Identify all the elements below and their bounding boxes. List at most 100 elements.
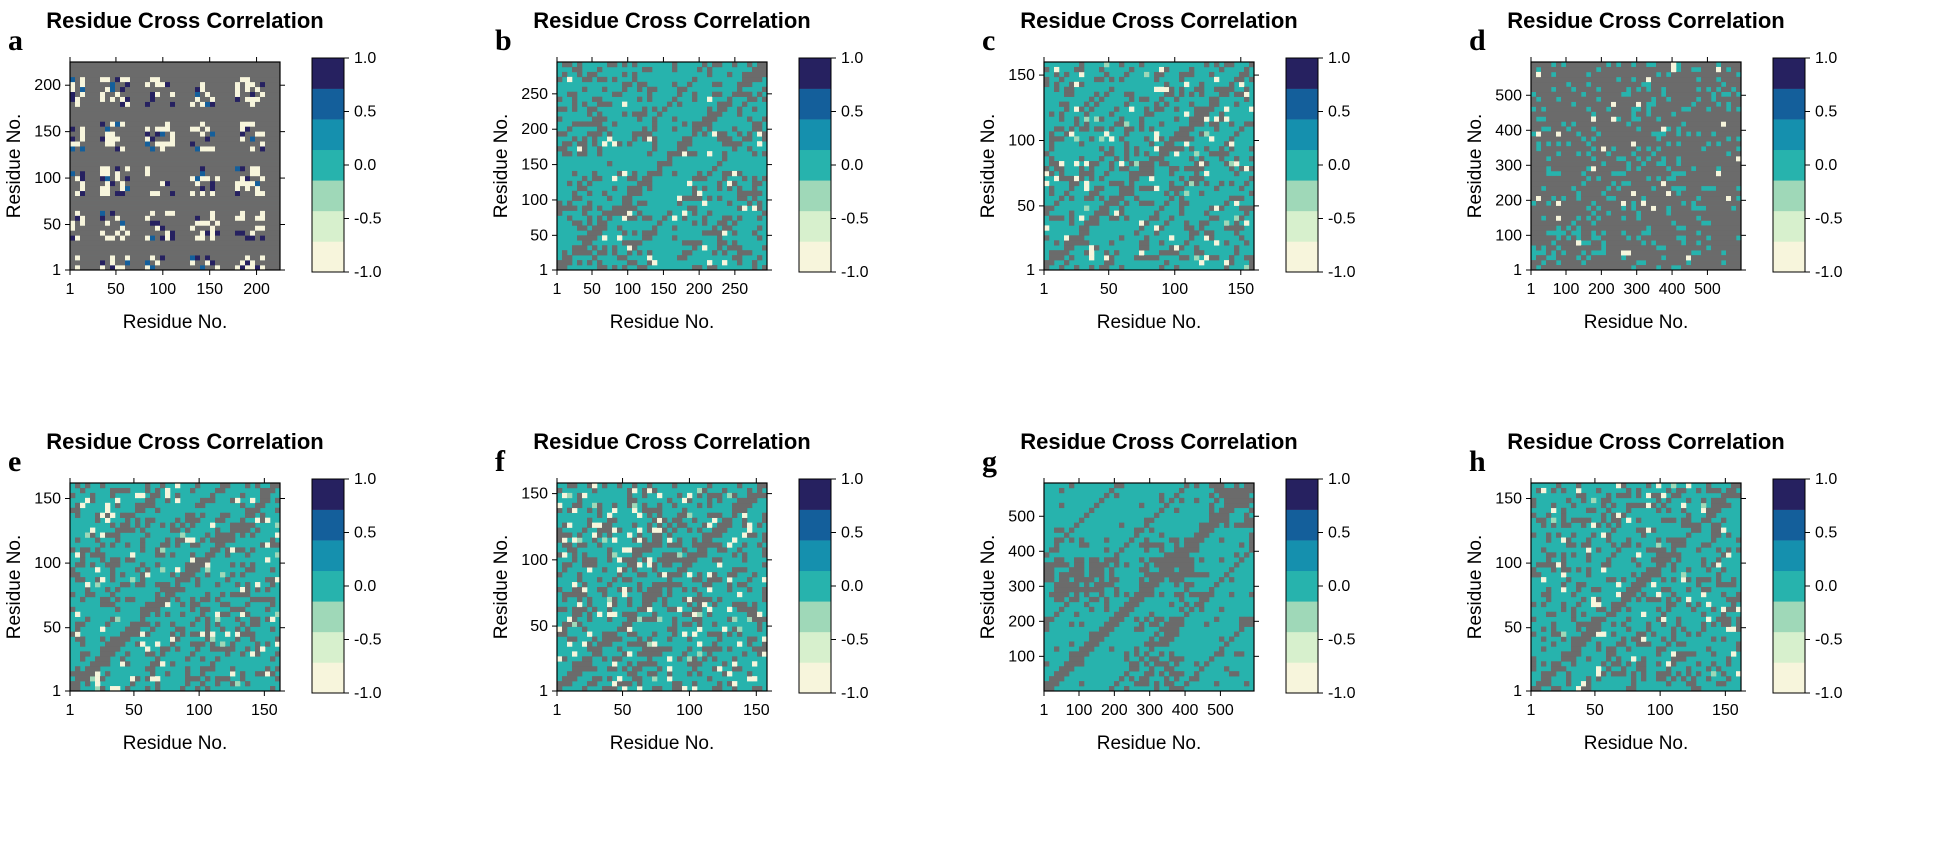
heatmap-cell — [597, 66, 603, 73]
heatmap-cell — [1716, 250, 1722, 256]
heatmap-cell — [1626, 245, 1632, 251]
heatmap-cell — [692, 220, 698, 226]
heatmap-cell — [1721, 101, 1727, 107]
heatmap-cell — [577, 121, 583, 127]
heatmap-cell — [180, 62, 186, 68]
colorbar-tick-label: 0.0 — [1815, 157, 1837, 174]
heatmap-cell — [75, 141, 81, 147]
heatmap-cell — [1144, 185, 1150, 192]
heatmap-cell — [1721, 185, 1727, 192]
heatmap-cell — [145, 86, 151, 93]
heatmap-cell — [1716, 161, 1722, 167]
heatmap-cell — [155, 215, 161, 221]
heatmap-cell — [125, 151, 131, 157]
heatmap-cell — [160, 200, 166, 206]
heatmap-cell — [230, 210, 236, 216]
colorbar-segment — [312, 210, 344, 242]
heatmap-cell — [165, 255, 171, 261]
heatmap-cell — [712, 250, 718, 256]
heatmap-cell — [1566, 245, 1572, 251]
heatmap-cell — [1561, 81, 1567, 88]
heatmap-cell — [140, 161, 146, 167]
heatmap-cell — [210, 200, 216, 206]
heatmap-cell — [230, 215, 236, 221]
heatmap-cell — [100, 215, 106, 221]
heatmap-cell — [230, 146, 236, 152]
heatmap-cell — [70, 76, 76, 83]
heatmap-cell — [100, 596, 106, 603]
heatmap-cell — [1531, 81, 1537, 88]
heatmap-cell — [215, 131, 221, 137]
heatmap-cell — [1551, 210, 1557, 216]
heatmap-cell — [195, 76, 201, 83]
heatmap-cell — [155, 606, 161, 613]
heatmap-cell — [587, 240, 593, 246]
y-tick-label: 150 — [521, 157, 548, 174]
heatmap-cell — [265, 240, 271, 246]
heatmap-cell — [1706, 175, 1712, 182]
colorbar — [1773, 58, 1805, 273]
heatmap-cell — [275, 156, 281, 162]
heatmap-cell — [1651, 175, 1657, 182]
heatmap-cell — [1721, 66, 1727, 73]
heatmap-cell — [1099, 66, 1105, 73]
heatmap-cell — [180, 587, 186, 593]
heatmap-cell — [1159, 136, 1165, 142]
heatmap-cell — [1691, 156, 1697, 162]
heatmap-cell — [757, 91, 763, 97]
heatmap-cell — [1606, 121, 1612, 127]
heatmap-cell — [200, 681, 206, 687]
heatmap-cell — [225, 255, 231, 261]
heatmap-cell — [727, 136, 733, 142]
heatmap-cell — [1194, 86, 1200, 93]
heatmap-cell — [80, 106, 86, 112]
heatmap-cell — [1671, 86, 1677, 93]
heatmap-cell — [215, 161, 221, 167]
heatmap-cell — [1591, 76, 1597, 83]
heatmap-cell — [110, 175, 116, 182]
heatmap-cell — [100, 552, 106, 558]
y-tick-label: 200 — [521, 121, 548, 138]
heatmap-cell — [1611, 161, 1617, 167]
heatmap-cell — [1726, 116, 1732, 122]
heatmap-cell — [1621, 101, 1627, 107]
heatmap-cell — [75, 86, 81, 93]
heatmap-cell — [155, 62, 161, 68]
heatmap-cell — [175, 121, 181, 127]
heatmap-cell — [110, 76, 116, 83]
heatmap-cell — [602, 210, 608, 216]
heatmap-cell — [1676, 101, 1682, 107]
heatmap-cell — [632, 71, 638, 78]
heatmap-cell — [1601, 141, 1607, 147]
heatmap-cell — [1199, 166, 1205, 172]
heatmap-cell — [622, 195, 628, 201]
heatmap-cell — [195, 81, 201, 88]
heatmap-cell — [115, 557, 121, 563]
heatmap-cell — [195, 250, 201, 256]
heatmap-cell — [115, 76, 121, 83]
heatmap-cell — [150, 116, 156, 122]
heatmap-cell — [692, 126, 698, 132]
heatmap-cell — [95, 220, 101, 226]
heatmap-cell — [1184, 71, 1190, 78]
heatmap-cell — [1154, 101, 1160, 107]
heatmap-cell — [130, 71, 136, 78]
heatmap-cell — [185, 185, 191, 192]
heatmap-cell — [75, 572, 81, 578]
heatmap-cell — [1726, 62, 1732, 68]
heatmap-cell — [165, 245, 171, 251]
heatmap-cell — [135, 62, 141, 68]
heatmap-cell — [1651, 220, 1657, 226]
heatmap-cell — [757, 131, 763, 137]
heatmap-cell — [105, 180, 111, 187]
heatmap-cell — [80, 557, 86, 563]
heatmap-cell — [1681, 62, 1687, 68]
heatmap-cell — [737, 106, 743, 112]
heatmap-cell — [1079, 240, 1085, 246]
heatmap-cell — [1576, 161, 1582, 167]
heatmap-cell — [1214, 255, 1220, 261]
colorbar-tick-label: -1.0 — [841, 264, 869, 281]
heatmap-cell — [1169, 180, 1175, 187]
heatmap-cell — [80, 235, 86, 241]
heatmap-cell — [75, 512, 81, 518]
